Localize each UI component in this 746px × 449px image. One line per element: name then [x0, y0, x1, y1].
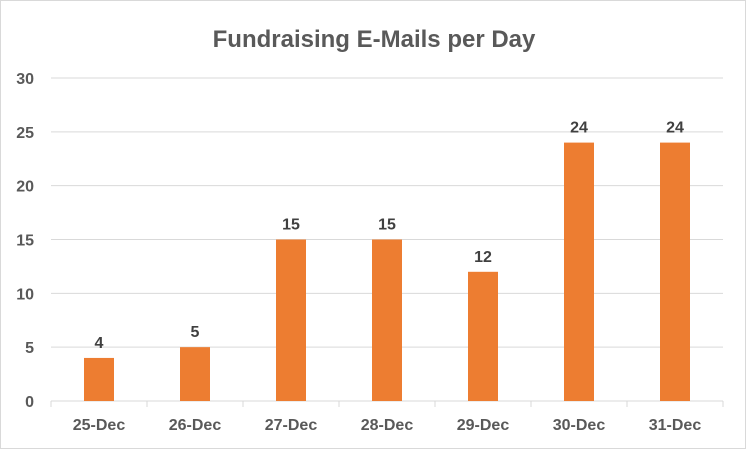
chart-title: Fundraising E-Mails per Day [213, 26, 536, 53]
y-tick-label: 10 [16, 286, 34, 303]
bar-28-Dec [372, 239, 402, 401]
y-tick-label: 30 [16, 71, 34, 88]
bar-25-Dec [84, 357, 114, 401]
data-label: 24 [666, 120, 684, 137]
x-tick-label: 29-Dec [457, 417, 510, 434]
x-tick-label: 25-Dec [73, 417, 126, 434]
x-tick-label: 27-Dec [265, 417, 318, 434]
y-tick-label: 25 [16, 125, 34, 142]
x-tick-label: 26-Dec [169, 417, 222, 434]
data-label: 15 [378, 217, 396, 234]
bar-31-Dec [660, 142, 690, 401]
x-tick-label: 30-Dec [553, 417, 606, 434]
bar-26-Dec [180, 347, 210, 401]
bar-30-Dec [564, 142, 594, 401]
data-label: 5 [191, 324, 200, 341]
bar-27-Dec [276, 239, 306, 401]
data-label: 12 [474, 249, 492, 266]
y-tick-label: 15 [16, 233, 34, 250]
y-tick-label: 0 [25, 394, 34, 411]
x-tick-label: 28-Dec [361, 417, 414, 434]
bar-29-Dec [468, 271, 498, 401]
data-label: 4 [95, 335, 104, 352]
y-tick-label: 20 [16, 179, 34, 196]
data-label: 15 [282, 217, 300, 234]
y-tick-label: 5 [25, 340, 34, 357]
x-tick-label: 31-Dec [649, 417, 702, 434]
data-label: 24 [570, 120, 588, 137]
